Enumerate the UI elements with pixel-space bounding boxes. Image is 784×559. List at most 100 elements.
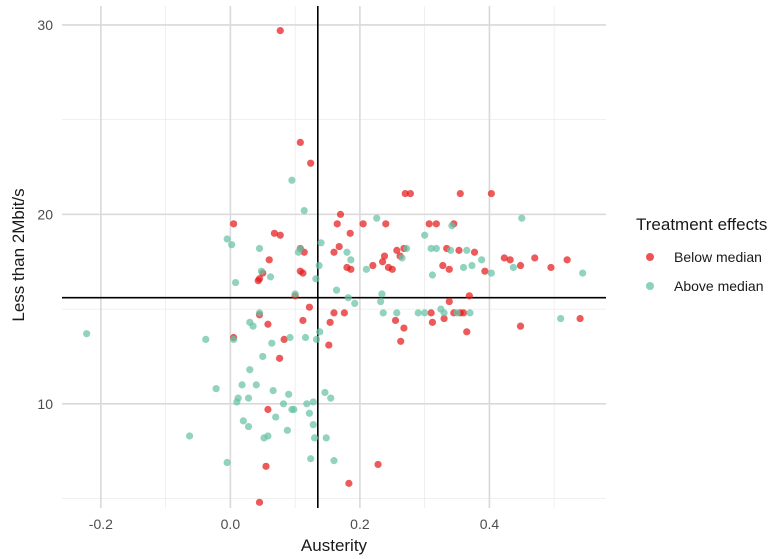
point-below-median [455, 246, 463, 254]
legend-key-above-median [646, 282, 654, 290]
point-below-median [270, 229, 279, 237]
point-above-median [453, 309, 461, 317]
point-above-median [315, 261, 323, 270]
y-axis-ticks: 10 20 30 [37, 17, 53, 412]
point-below-median [374, 460, 382, 469]
point-above-median [288, 176, 296, 184]
point-below-median [280, 335, 288, 344]
point-below-median [264, 405, 272, 414]
point-above-median [402, 244, 411, 253]
point-below-median [378, 258, 387, 266]
point-below-median [516, 261, 525, 270]
point-below-median [299, 316, 307, 325]
point-above-median [351, 299, 359, 308]
legend-title: Treatment effects [636, 215, 767, 234]
point-above-median [257, 267, 266, 275]
point-below-median [230, 220, 238, 228]
point-below-median [506, 256, 514, 264]
point-above-median [518, 214, 526, 222]
point-below-median [406, 189, 415, 198]
point-below-median [347, 265, 355, 273]
point-below-median [276, 231, 284, 239]
point-above-median [347, 256, 355, 264]
point-below-median [299, 269, 307, 277]
legend-label: Below median [674, 249, 762, 265]
point-above-median [316, 328, 324, 336]
point-above-median [285, 390, 293, 398]
x-axis-title: Austerity [301, 536, 368, 555]
point-above-median [398, 254, 406, 262]
point-above-median [252, 381, 260, 389]
point-above-median [379, 309, 387, 317]
point-above-median [255, 309, 264, 317]
point-above-median [344, 294, 352, 302]
x-tick-label: 0.4 [480, 516, 500, 532]
point-below-median [326, 318, 334, 326]
point-below-median [255, 498, 264, 506]
point-below-median [276, 354, 284, 362]
point-below-median [388, 265, 396, 273]
point-above-median [327, 394, 335, 402]
point-below-median [427, 309, 435, 317]
y-tick-label: 30 [37, 17, 53, 33]
point-below-median [391, 316, 400, 325]
point-above-median [246, 366, 254, 374]
point-above-median [307, 455, 315, 463]
point-above-median [255, 244, 264, 253]
point-above-median [312, 335, 321, 344]
point-above-median [373, 214, 381, 222]
point-below-median [335, 242, 343, 251]
point-above-median [291, 290, 299, 298]
point-below-median [401, 189, 409, 198]
point-above-median [459, 263, 468, 272]
point-above-median [234, 394, 242, 402]
point-below-median [500, 254, 508, 262]
point-below-median [333, 220, 341, 228]
point-below-median [345, 479, 353, 487]
point-above-median [579, 269, 587, 277]
point-below-median [265, 256, 273, 264]
point-above-median [223, 458, 231, 467]
point-above-median [330, 457, 338, 465]
point-below-median [325, 341, 333, 349]
point-above-median [239, 417, 247, 425]
point-above-median [487, 269, 495, 277]
point-above-median [83, 330, 91, 338]
point-below-median [369, 261, 377, 270]
legend-key-below-median [646, 253, 654, 261]
point-below-median [336, 210, 345, 218]
point-below-median [330, 309, 338, 317]
point-below-median [276, 27, 284, 35]
point-above-median [421, 231, 429, 239]
point-above-median [212, 385, 220, 393]
point-below-median [428, 318, 437, 326]
x-tick-label: 0.2 [350, 516, 370, 532]
point-above-median [378, 290, 386, 298]
point-above-median [279, 400, 288, 408]
y-tick-label: 20 [37, 206, 53, 222]
point-below-median [445, 265, 453, 273]
point-above-median [393, 309, 401, 317]
point-above-median [322, 434, 330, 442]
point-above-median [312, 275, 320, 283]
legend-label: Above median [674, 278, 764, 294]
point-below-median [393, 246, 401, 254]
point-below-median [487, 189, 495, 198]
point-above-median [428, 271, 437, 279]
point-above-median [463, 246, 471, 254]
x-tick-label: 0.0 [221, 516, 241, 532]
point-above-median [249, 322, 257, 330]
point-below-median [440, 314, 448, 323]
point-above-median [377, 297, 385, 306]
point-above-median [269, 386, 277, 395]
point-above-median [446, 246, 455, 254]
point-below-median [456, 189, 464, 198]
point-above-median [414, 309, 422, 317]
point-above-median [432, 244, 440, 253]
point-above-median [264, 432, 272, 440]
gridlines [62, 6, 606, 508]
data-points [83, 27, 587, 506]
point-below-median [307, 159, 315, 167]
point-below-median [330, 248, 338, 256]
